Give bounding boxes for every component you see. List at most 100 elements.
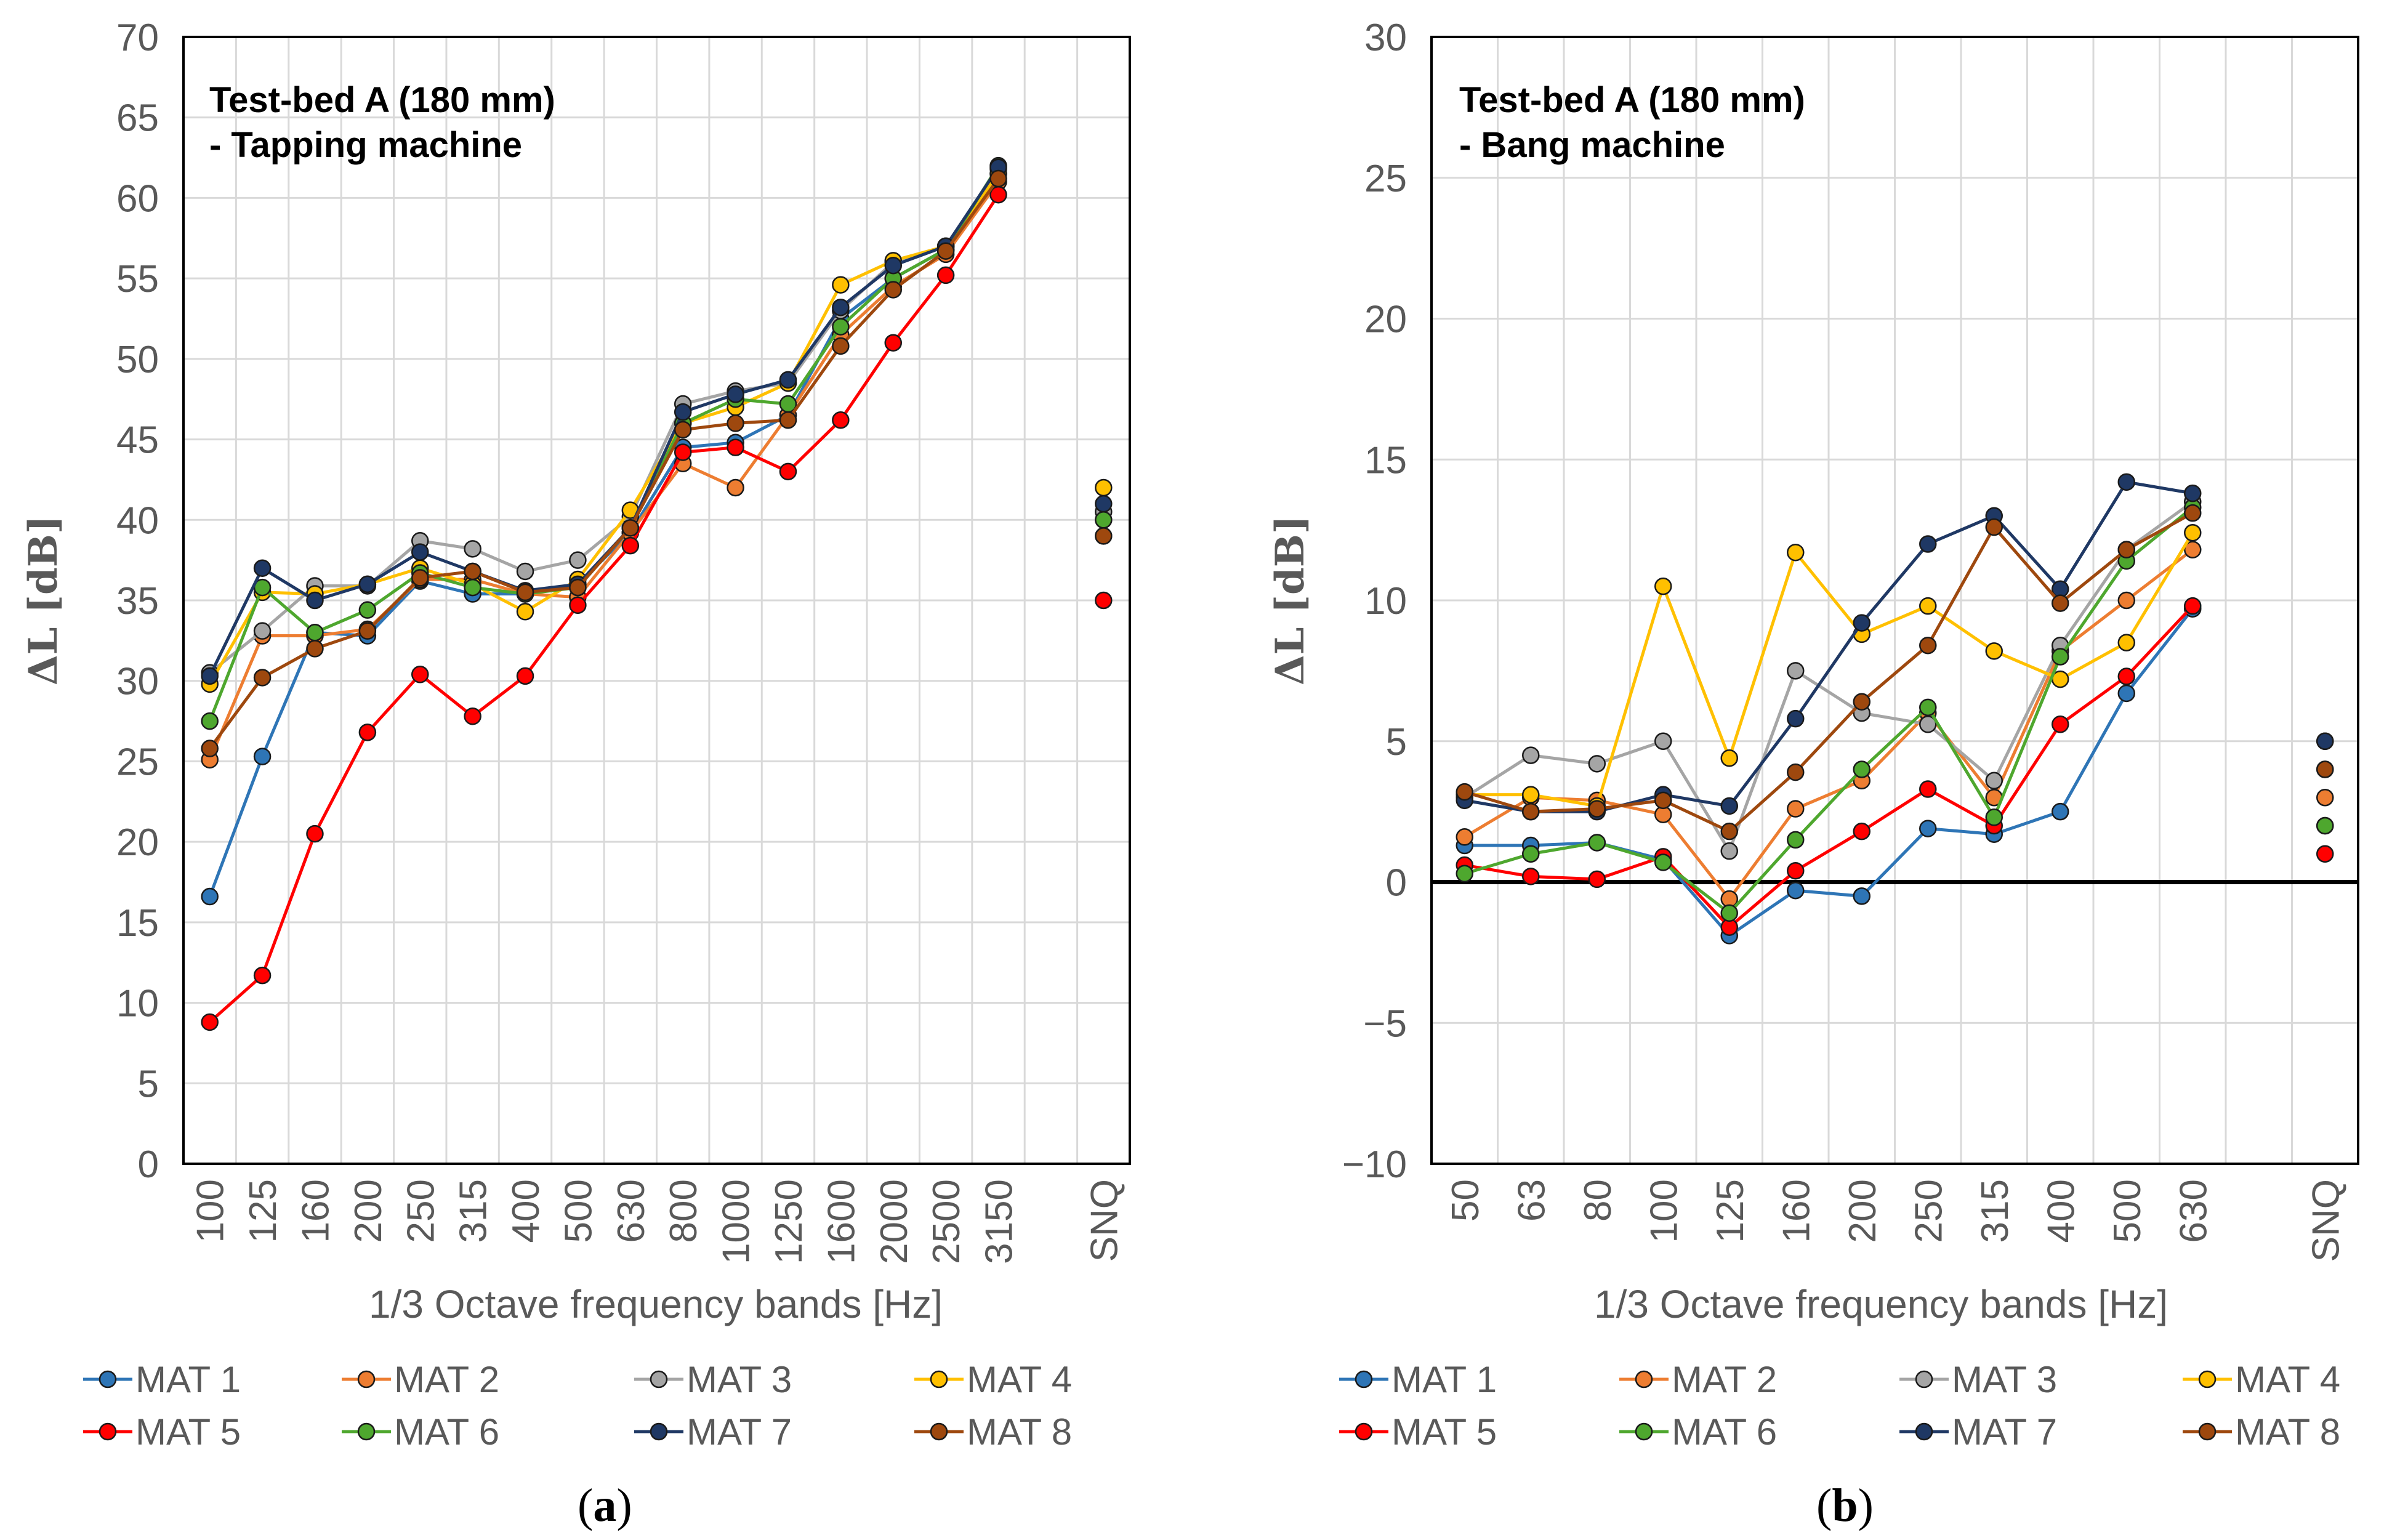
y-tick-label: 0 <box>1386 862 1407 905</box>
legend-label: MAT 3 <box>687 1359 792 1400</box>
x-tick-label: 125 <box>1709 1179 1752 1243</box>
y-tick-label: 15 <box>116 902 159 945</box>
x-tick-label: 50 <box>1444 1179 1487 1222</box>
data-point <box>884 256 902 275</box>
y-tick-label: 70 <box>116 17 159 59</box>
data-point <box>306 624 324 642</box>
data-point <box>253 622 272 640</box>
data-point <box>2184 597 2202 615</box>
data-point <box>516 583 534 602</box>
data-point <box>674 421 692 439</box>
x-tick-label: 250 <box>1907 1179 1950 1243</box>
data-point <box>2117 473 2135 491</box>
series-line <box>1464 511 2194 833</box>
x-tick-labels-a: 100 125 160 200 250 315 400 500 630 800 1000 1250 16… <box>190 1179 1021 1264</box>
snq-point <box>2316 845 2334 863</box>
data-point <box>1654 577 1672 595</box>
legend-marker <box>99 1370 117 1389</box>
data-point <box>1919 597 1937 615</box>
snq-point <box>2316 789 2334 807</box>
data-point <box>936 266 955 284</box>
data-point <box>1787 861 1805 880</box>
legend-label: MAT 1 <box>1391 1359 1497 1400</box>
legend-label: MAT 8 <box>967 1411 1072 1453</box>
y-tick-label: 10 <box>116 983 159 1025</box>
data-point <box>2052 594 2069 612</box>
data-point <box>832 276 850 294</box>
panel-caption-b: (b) <box>1816 1480 1874 1531</box>
x-tick-label: 315 <box>453 1179 495 1243</box>
data-point <box>1853 693 1870 711</box>
data-point <box>2052 648 2069 666</box>
data-point <box>358 622 377 640</box>
legend-label: MAT 2 <box>394 1359 499 1400</box>
legend-label: MAT 5 <box>135 1411 241 1453</box>
data-point <box>516 603 534 621</box>
data-point <box>1787 763 1805 781</box>
data-point <box>884 281 902 299</box>
panel-title-line1-a: Test-bed A (180 mm) <box>209 80 555 120</box>
x-tick-label: 125 <box>242 1179 284 1243</box>
x-tick-label: 500 <box>557 1179 600 1243</box>
data-point <box>1456 865 1473 883</box>
x-tick-label: 630 <box>2172 1179 2215 1243</box>
y-tick-label: 5 <box>138 1063 159 1105</box>
data-point <box>201 712 219 730</box>
data-point <box>2184 484 2202 502</box>
legend-marker <box>650 1370 668 1389</box>
legend-item: MAT 8 <box>914 1411 1072 1453</box>
legend-marker <box>1915 1370 1933 1389</box>
data-point <box>464 578 481 597</box>
data-point <box>1522 786 1540 804</box>
x-tick-snq-a: SNQ <box>1083 1179 1126 1262</box>
data-point <box>1522 868 1540 885</box>
legend-label: MAT 1 <box>135 1359 241 1400</box>
data-point <box>1853 887 1870 905</box>
data-point <box>779 371 797 389</box>
snq-point <box>1095 527 1113 545</box>
legend-marker <box>357 1422 376 1441</box>
legend-item: MAT 4 <box>2183 1359 2340 1400</box>
legend-marker <box>2198 1370 2217 1389</box>
data-point <box>1456 828 1473 846</box>
chart-panel-b: −10 −5 0 5 10 15 20 25 30 50 63 80 100 125 160 200 250 3… <box>1267 17 2359 1531</box>
plot-frame-b <box>1430 36 2359 1165</box>
panel-caption-letter-b: b <box>1832 1480 1858 1531</box>
legend-marker <box>99 1422 117 1441</box>
y-tick-labels-b: −10 −5 0 5 10 15 20 25 30 <box>1342 17 1407 1186</box>
legend-marker <box>930 1370 948 1389</box>
data-point <box>1522 802 1540 821</box>
data-point <box>1720 842 1738 860</box>
x-tick-label: 400 <box>505 1179 547 1243</box>
data-point <box>989 169 1007 188</box>
data-point <box>1985 808 2003 826</box>
panel-title-line2-a: - Tapping machine <box>209 125 522 165</box>
x-tick-label: 100 <box>1643 1179 1685 1243</box>
legend-label: MAT 4 <box>2235 1359 2340 1400</box>
y-tick-labels-a: 0 5 10 15 20 25 30 35 40 45 50 55 60 65 70 <box>116 17 159 1186</box>
x-tick-label: 800 <box>662 1179 705 1243</box>
data-point <box>411 666 429 683</box>
legend-a: MAT 1 MAT 2 MAT 3 MAT 4 MAT 5 MAT 6 MAT 7 MAT 8 <box>83 1359 1072 1453</box>
x-tick-label: 250 <box>400 1179 442 1243</box>
x-axis-title-a: 1/3 Octave frequency bands [Hz] <box>369 1282 943 1326</box>
legend-label: MAT 7 <box>1952 1411 2057 1453</box>
data-point <box>1588 800 1606 818</box>
y-tick-label: 30 <box>116 661 159 703</box>
legend-item: MAT 4 <box>914 1359 1072 1400</box>
legend-label: MAT 3 <box>1952 1359 2057 1400</box>
data-point <box>516 667 534 685</box>
y-tick-label: 35 <box>116 580 159 623</box>
series-mat-5 <box>201 185 1113 1031</box>
legend-item: MAT 6 <box>1619 1411 1777 1453</box>
legend-marker <box>1355 1370 1373 1389</box>
data-point <box>674 443 692 461</box>
data-point <box>253 748 272 765</box>
data-point <box>1985 518 2003 536</box>
series-group-a <box>201 156 1113 1031</box>
y-tick-label: −5 <box>1363 1002 1407 1045</box>
data-point <box>1522 845 1540 863</box>
y-tick-label: 25 <box>1364 158 1407 200</box>
legend-marker <box>930 1422 948 1441</box>
